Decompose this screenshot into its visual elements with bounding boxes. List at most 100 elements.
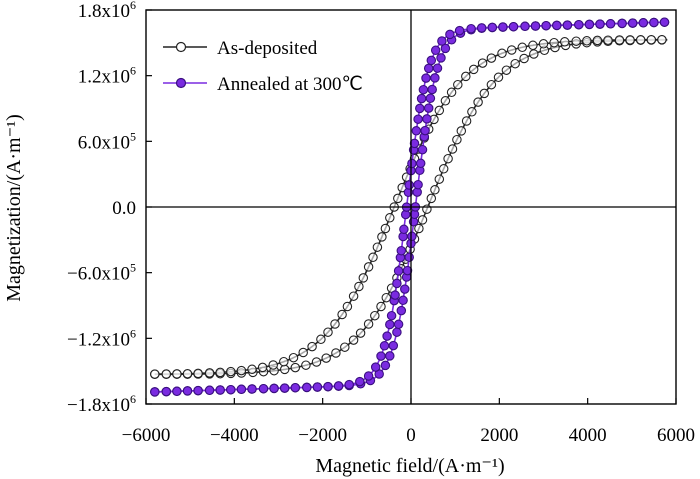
data-point	[321, 353, 331, 363]
data-point	[497, 48, 507, 59]
data-point	[302, 382, 312, 393]
data-point	[236, 384, 247, 395]
data-point	[193, 385, 203, 396]
legend-label: As-deposited	[217, 38, 318, 59]
data-point	[385, 213, 395, 223]
data-point	[407, 231, 417, 242]
data-point	[316, 334, 326, 345]
data-point	[370, 310, 380, 321]
y-tick-label: −1.8x106	[67, 392, 136, 416]
data-point	[337, 309, 347, 320]
data-point	[323, 327, 333, 337]
data-point	[432, 63, 443, 73]
data-point	[354, 281, 364, 292]
x-tick-label: 0	[406, 425, 416, 446]
data-point	[333, 381, 344, 391]
data-point	[392, 278, 402, 289]
x-tick-label: 4000	[569, 425, 607, 446]
data-point	[290, 382, 301, 393]
data-point	[215, 367, 225, 378]
data-point	[493, 72, 504, 83]
plot-area	[150, 17, 670, 397]
data-point	[311, 357, 322, 367]
data-point	[430, 45, 441, 56]
data-point	[614, 35, 625, 45]
data-point	[486, 79, 497, 90]
data-point	[520, 21, 530, 32]
data-point	[393, 319, 404, 330]
series-1	[150, 34, 668, 380]
data-point	[411, 126, 422, 136]
data-point	[150, 369, 160, 379]
data-point	[172, 369, 182, 379]
data-point	[257, 362, 268, 373]
data-point	[204, 385, 215, 396]
data-point	[258, 383, 269, 394]
data-point	[443, 153, 453, 164]
data-point	[392, 327, 402, 337]
data-point	[467, 107, 477, 117]
data-point	[508, 21, 519, 32]
data-point	[215, 385, 225, 395]
data-point	[312, 382, 323, 392]
data-point	[247, 364, 257, 375]
x-tick-label: −4000	[210, 425, 259, 446]
data-point	[649, 17, 659, 28]
data-point	[423, 103, 434, 113]
data-point	[559, 37, 570, 47]
data-point	[646, 34, 657, 45]
data-point	[348, 335, 359, 345]
data-point	[382, 331, 392, 341]
data-point	[344, 379, 354, 390]
data-point	[605, 19, 616, 29]
data-point	[603, 35, 613, 45]
data-point	[584, 19, 595, 30]
data-point	[390, 290, 400, 300]
y-tick-label: −1.2x106	[67, 326, 136, 350]
legend: As-deposited Annealed at 300℃	[163, 38, 363, 95]
y-axis-title: Magnetization/(A·m⁻¹)	[3, 114, 25, 302]
data-point	[434, 174, 445, 184]
data-point	[519, 53, 529, 64]
data-point	[461, 71, 471, 82]
data-point	[477, 58, 488, 68]
data-point	[506, 45, 517, 55]
data-point	[363, 262, 374, 272]
data-point	[447, 144, 458, 154]
data-point	[307, 341, 317, 352]
data-point	[421, 73, 431, 83]
data-point	[638, 18, 649, 28]
data-point	[393, 193, 403, 204]
y-tick-label: 0.0	[112, 198, 136, 219]
data-point	[453, 79, 463, 90]
data-point	[363, 319, 374, 329]
data-point	[355, 328, 366, 338]
data-point	[425, 93, 436, 104]
data-point	[456, 126, 467, 136]
data-point	[423, 63, 434, 74]
data-point	[413, 114, 423, 124]
axes: −6000 −4000 −2000 0 2000 4000 6000 1.8x106 1.2x1…	[67, 0, 695, 446]
legend-label: Annealed at 300℃	[217, 74, 363, 95]
data-point	[372, 242, 383, 252]
data-point	[161, 369, 172, 379]
data-point	[426, 193, 437, 204]
data-point	[368, 252, 378, 263]
y-tick-label: 1.8x106	[78, 0, 136, 22]
data-point	[247, 384, 257, 394]
data-point	[486, 53, 497, 63]
data-point	[487, 22, 498, 33]
data-point	[379, 341, 390, 351]
data-point	[236, 365, 247, 376]
x-tick-label: 2000	[480, 425, 518, 446]
data-point	[510, 58, 520, 69]
data-point	[454, 25, 465, 36]
data-point	[226, 384, 236, 395]
data-point	[301, 360, 311, 370]
data-point	[426, 55, 437, 66]
data-point	[440, 96, 451, 106]
data-point	[340, 342, 350, 352]
data-point	[479, 88, 490, 99]
data-point	[150, 387, 160, 397]
y-tick-label: 1.2x106	[78, 64, 136, 88]
